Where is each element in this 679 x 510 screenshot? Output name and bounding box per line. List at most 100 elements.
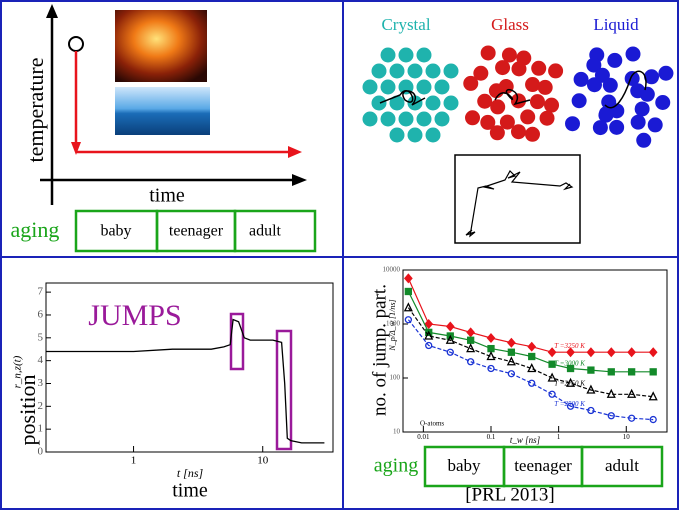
chart-title: JUMPS: [88, 299, 181, 332]
x-tick-label: 10: [623, 433, 631, 441]
stage-label: adult: [249, 223, 282, 240]
sea-image: [115, 87, 210, 135]
marker: [405, 304, 412, 311]
particle: [381, 112, 396, 127]
marker: [629, 369, 635, 375]
particle: [655, 95, 670, 110]
particle: [381, 80, 396, 95]
particle: [363, 112, 378, 127]
particle: [435, 112, 450, 127]
marker: [608, 390, 615, 397]
y-tick-label: 100: [390, 374, 401, 382]
y-tick-label: 5: [38, 331, 44, 343]
particle: [544, 98, 559, 113]
particle: [444, 64, 459, 79]
axis-label: time: [149, 185, 185, 207]
particle: [538, 80, 553, 95]
series-label: T =3000 K: [554, 360, 585, 368]
slide: temperature time aging baby teenager adu…: [0, 0, 679, 510]
stage-label: baby: [100, 223, 131, 240]
particle: [530, 94, 545, 109]
particle: [363, 80, 378, 95]
marker: [549, 391, 555, 397]
states-panel: Crystal Glass Liquid: [363, 15, 674, 243]
particle: [648, 117, 663, 132]
particle: [399, 112, 414, 127]
arrow-head: [292, 174, 307, 186]
state-label: Crystal: [381, 15, 430, 34]
highlight-box: [277, 331, 291, 449]
particle: [372, 96, 387, 111]
y-tick-label: 4: [38, 354, 44, 366]
particle: [399, 48, 414, 63]
trajectory-inset: [455, 155, 580, 243]
marker: [405, 274, 412, 282]
particle: [408, 64, 423, 79]
x-tick-label: 1: [131, 454, 137, 466]
marker: [650, 369, 656, 375]
x-tick-label: 0.1: [487, 433, 496, 441]
particle: [626, 47, 641, 62]
stage-label: baby: [447, 456, 481, 475]
marker: [650, 393, 657, 400]
marker: [528, 364, 535, 371]
stage-label: teenager: [514, 456, 572, 475]
series-line: [46, 320, 324, 443]
x-tick-label: 1: [557, 433, 561, 441]
particle: [426, 128, 441, 143]
marker: [447, 322, 454, 330]
y-tick-label: 7: [38, 286, 44, 298]
y-tick-label: 0: [38, 446, 44, 458]
marker: [529, 380, 535, 386]
particle: [511, 61, 526, 76]
axis-label: r_n,z(t): [12, 355, 24, 388]
axis-label: t_w [ns]: [510, 435, 541, 445]
particle: [490, 125, 505, 140]
volcano-image: [115, 10, 207, 82]
marker: [508, 349, 514, 355]
particle: [435, 80, 450, 95]
series-label: T =2500 K: [554, 400, 585, 408]
particle: [593, 120, 608, 135]
particle: [548, 63, 563, 78]
stage-label: adult: [605, 456, 639, 475]
particle: [511, 93, 526, 108]
particle: [572, 93, 587, 108]
marker: [488, 346, 494, 352]
state-label: Glass: [491, 15, 529, 34]
particle: [511, 124, 526, 139]
rate-panel: no. of jump. part. N_p/Δ_w [1/ns] t_w [n…: [369, 266, 667, 506]
particle: [390, 64, 405, 79]
particle: [635, 101, 650, 116]
aging-panel: temperature time aging baby teenager adu…: [11, 4, 315, 251]
marker: [528, 343, 535, 351]
particle: [426, 64, 441, 79]
marker: [488, 334, 495, 342]
y-tick-label: 2: [38, 400, 44, 412]
marker: [608, 348, 615, 356]
particle: [640, 87, 655, 102]
series-label: T =3250 K: [554, 342, 585, 350]
particle: [587, 77, 602, 92]
particle: [417, 112, 432, 127]
particle: [636, 133, 651, 148]
marker: [608, 369, 614, 375]
arrow-head: [288, 146, 302, 158]
series-label: T =2750 K: [554, 380, 585, 388]
aging-label: aging: [11, 217, 60, 242]
particle: [490, 99, 505, 114]
y-tick-label: 6: [38, 309, 44, 321]
particle: [609, 120, 624, 135]
particle: [540, 111, 555, 126]
state-marker: [69, 37, 83, 51]
particle: [525, 77, 540, 92]
y-tick-label: 1000: [386, 320, 401, 328]
marker: [468, 359, 474, 365]
particle: [408, 128, 423, 143]
y-tick-label: 3: [38, 377, 44, 389]
particle: [463, 76, 478, 91]
particle: [574, 72, 589, 87]
particle: [525, 127, 540, 142]
marker: [488, 353, 495, 360]
marker: [587, 348, 594, 356]
